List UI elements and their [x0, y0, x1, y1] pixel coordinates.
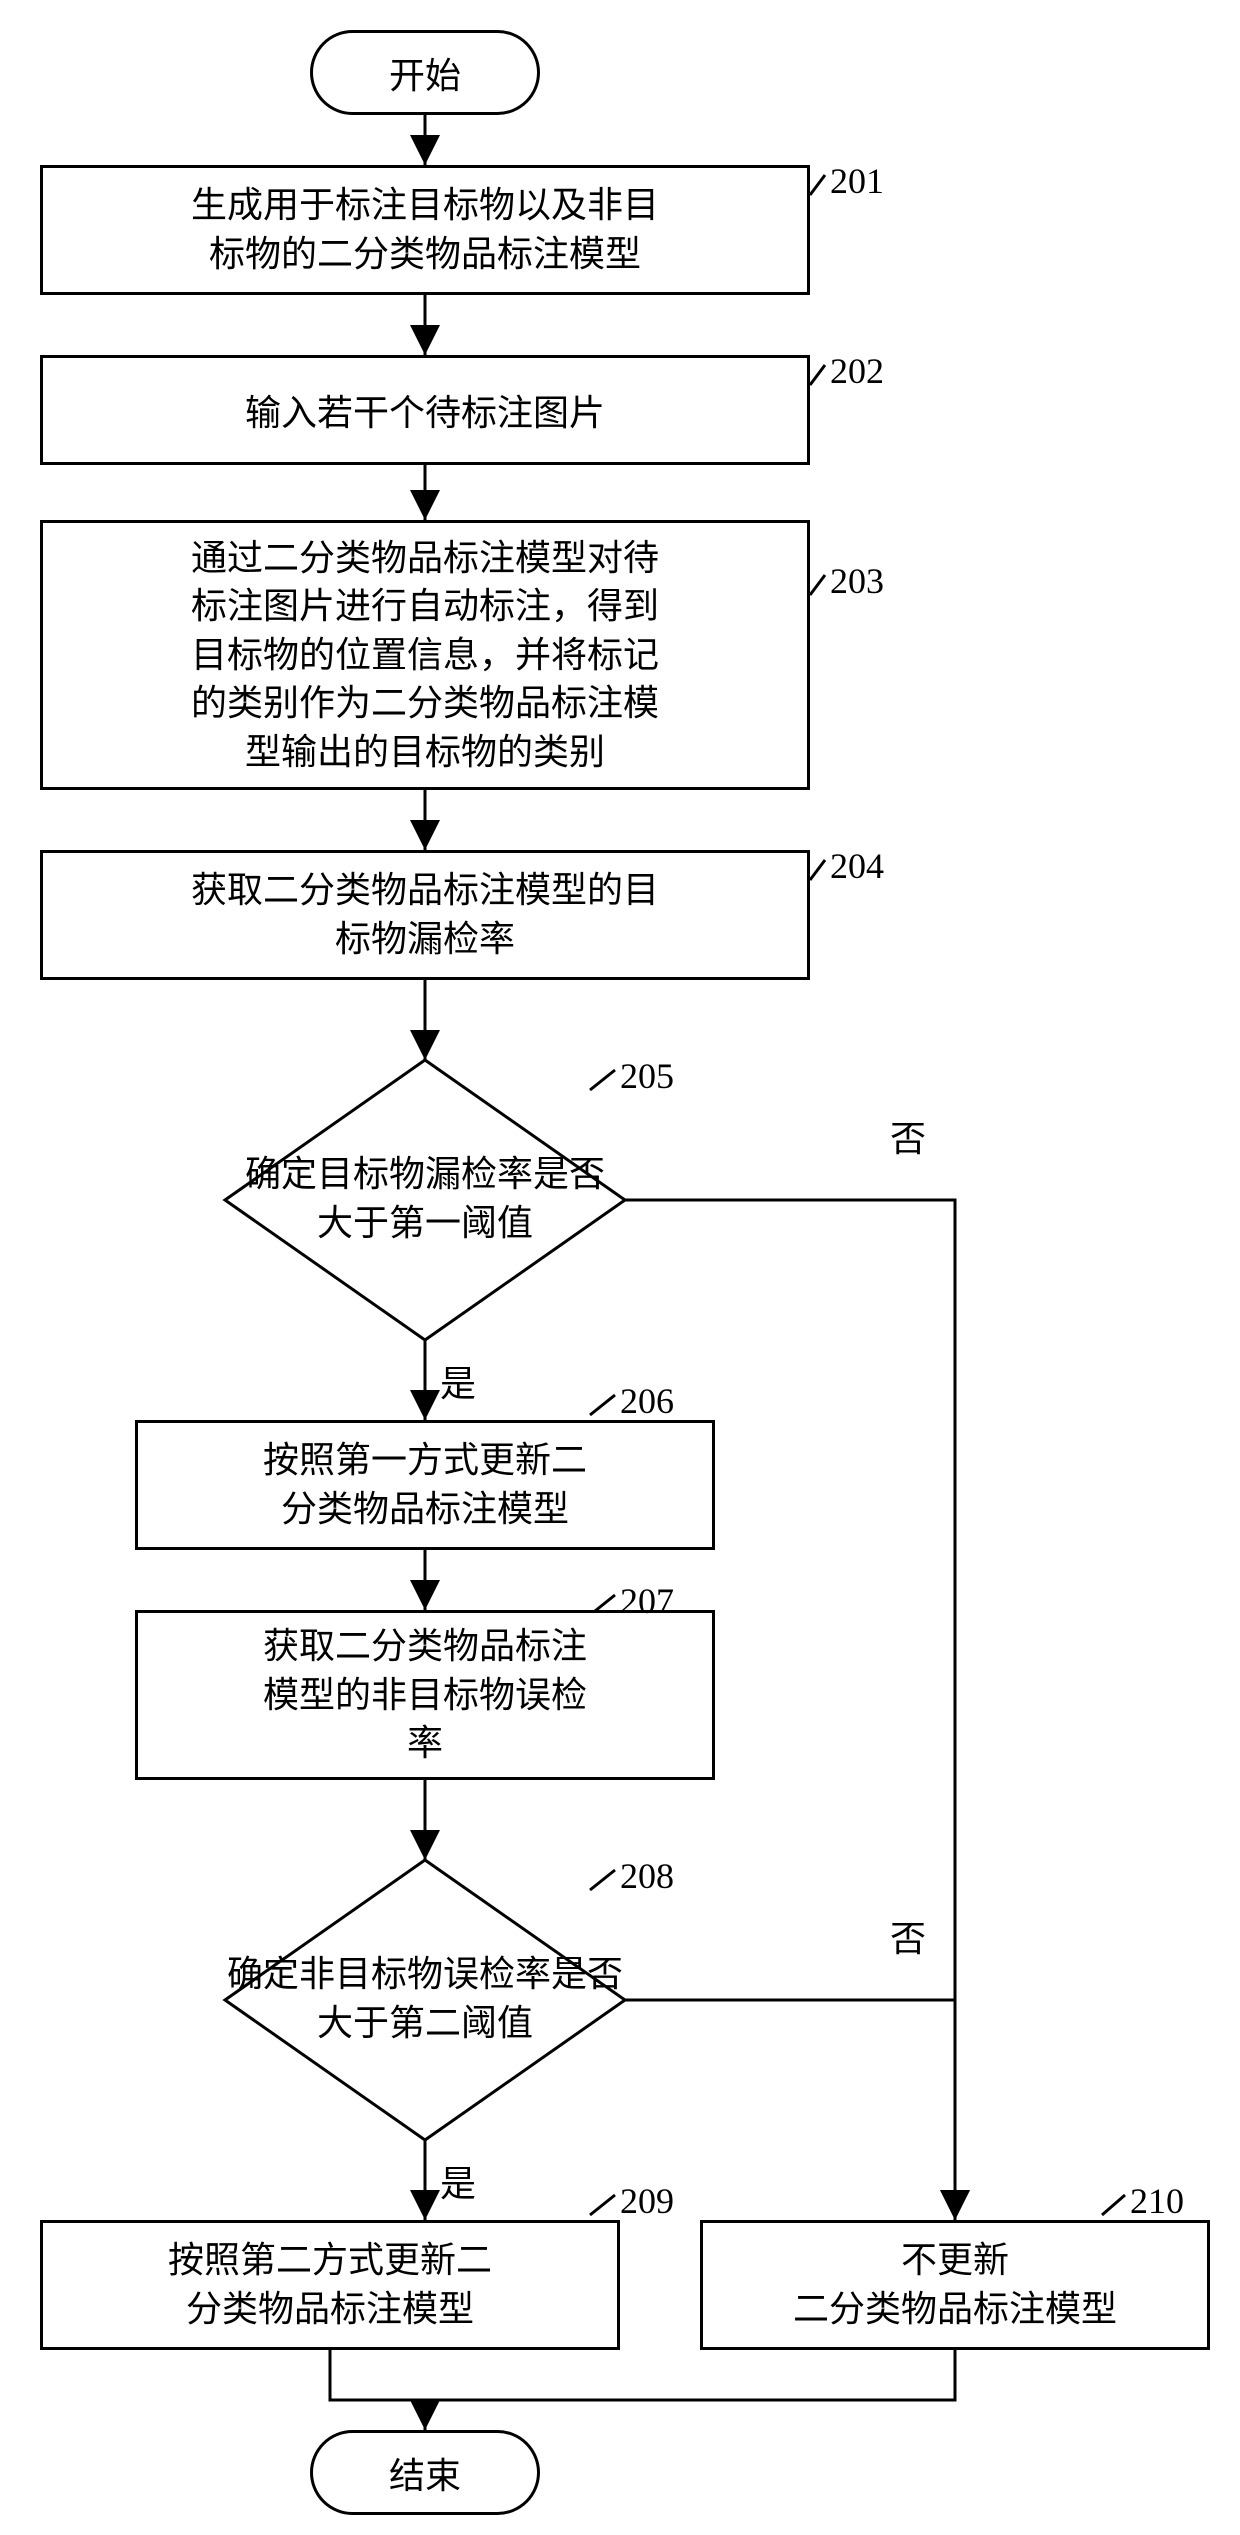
step-209-text: 按照第二方式更新二 分类物品标注模型 [168, 2236, 492, 2333]
step-207: 获取二分类物品标注 模型的非目标物误检 率 [135, 1610, 715, 1780]
ref-207: 207 [620, 1580, 674, 1622]
ref-208: 208 [620, 1855, 674, 1897]
step-206-text: 按照第一方式更新二 分类物品标注模型 [263, 1436, 587, 1533]
ref-201-text: 201 [830, 161, 884, 201]
step-204: 获取二分类物品标注模型的目 标物漏检率 [40, 850, 810, 980]
decision-208-text: 确定非目标物误检率是否 大于第二阈值 [227, 1954, 623, 2043]
step-206: 按照第一方式更新二 分类物品标注模型 [135, 1420, 715, 1550]
step-204-text: 获取二分类物品标注模型的目 标物漏检率 [191, 866, 659, 963]
edge-label-no-1: 否 [890, 1110, 926, 1162]
ref-209-text: 209 [620, 2181, 674, 2221]
step-203-text: 通过二分类物品标注模型对待 标注图片进行自动标注，得到 目标物的位置信息，并将标… [191, 534, 659, 777]
edge-label-no-2-text: 否 [890, 1919, 926, 1959]
ref-202: 202 [830, 350, 884, 392]
flowchart-canvas: 开始 结束 生成用于标注目标物以及非目 标物的二分类物品标注模型 输入若干个待标… [0, 0, 1240, 2535]
step-210-text: 不更新 二分类物品标注模型 [793, 2236, 1117, 2333]
step-207-text: 获取二分类物品标注 模型的非目标物误检 率 [263, 1622, 587, 1768]
step-201-text: 生成用于标注目标物以及非目 标物的二分类物品标注模型 [191, 181, 659, 278]
step-209: 按照第二方式更新二 分类物品标注模型 [40, 2220, 620, 2350]
edge-label-yes-2: 是 [440, 2155, 476, 2207]
edge-label-no-1-text: 否 [890, 1119, 926, 1159]
edge-label-yes-2-text: 是 [440, 2164, 476, 2204]
ref-210-text: 210 [1130, 2181, 1184, 2221]
step-201: 生成用于标注目标物以及非目 标物的二分类物品标注模型 [40, 165, 810, 295]
step-210: 不更新 二分类物品标注模型 [700, 2220, 1210, 2350]
step-203: 通过二分类物品标注模型对待 标注图片进行自动标注，得到 目标物的位置信息，并将标… [40, 520, 810, 790]
end-node: 结束 [310, 2430, 540, 2515]
decision-208-text-wrap: 确定非目标物误检率是否 大于第二阈值 [145, 1950, 705, 2047]
edge-label-yes-1-text: 是 [440, 1364, 476, 1404]
ref-206-text: 206 [620, 1381, 674, 1421]
ref-205-text: 205 [620, 1056, 674, 1096]
decision-205-text-wrap: 确定目标物漏检率是否 大于第一阈值 [155, 1150, 695, 1247]
ref-201: 201 [830, 160, 884, 202]
ref-203: 203 [830, 560, 884, 602]
ref-207-text: 207 [620, 1581, 674, 1621]
ref-204-text: 204 [830, 846, 884, 886]
step-202: 输入若干个待标注图片 [40, 355, 810, 465]
decision-205-text: 确定目标物漏检率是否 大于第一阈值 [245, 1154, 605, 1243]
edge-label-yes-1: 是 [440, 1355, 476, 1407]
ref-209: 209 [620, 2180, 674, 2222]
start-node: 开始 [310, 30, 540, 115]
ref-203-text: 203 [830, 561, 884, 601]
ref-204: 204 [830, 845, 884, 887]
ref-210: 210 [1130, 2180, 1184, 2222]
edge-label-no-2: 否 [890, 1910, 926, 1962]
step-202-text: 输入若干个待标注图片 [245, 384, 605, 436]
end-label: 结束 [389, 2447, 461, 2499]
ref-205: 205 [620, 1055, 674, 1097]
start-label: 开始 [389, 47, 461, 99]
ref-202-text: 202 [830, 351, 884, 391]
ref-206: 206 [620, 1380, 674, 1422]
ref-208-text: 208 [620, 1856, 674, 1896]
